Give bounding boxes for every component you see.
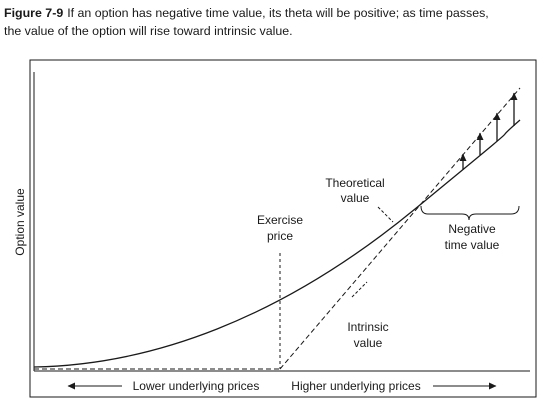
theoretical-value-curve [33,119,521,368]
intrinsic-label-line-2: value [354,336,383,350]
outer-frame [29,59,537,398]
negative-time-value-brace [420,205,520,221]
exercise-label-line-1: Exercise [257,213,303,227]
theoretical-leader-line [377,206,394,223]
caption-text-2: the value of the option will rise toward… [4,24,293,38]
higher-prices-label: Higher underlying prices [291,379,420,393]
theoretical-label-line-1: Theoretical [325,176,384,190]
theoretical-label-line-2: value [341,191,370,205]
lower-prices-label: Lower underlying prices [133,379,260,393]
exercise-label-line-2: price [267,229,293,243]
figure-caption: Figure 7-9 If an option has negative time… [4,4,536,40]
negative-label-line-2: time value [445,238,500,252]
figure-label: Figure 7-9 [4,6,64,20]
negative-label-line-1: Negative [448,222,496,236]
caption-text-1: If an option has negative time value, it… [67,6,489,20]
caption-line-1: Figure 7-9 If an option has negative time… [4,4,536,22]
intrinsic-label-line-1: Intrinsic [347,320,388,334]
intrinsic-leader-line [351,281,368,298]
y-axis-label: Option value [13,188,27,256]
